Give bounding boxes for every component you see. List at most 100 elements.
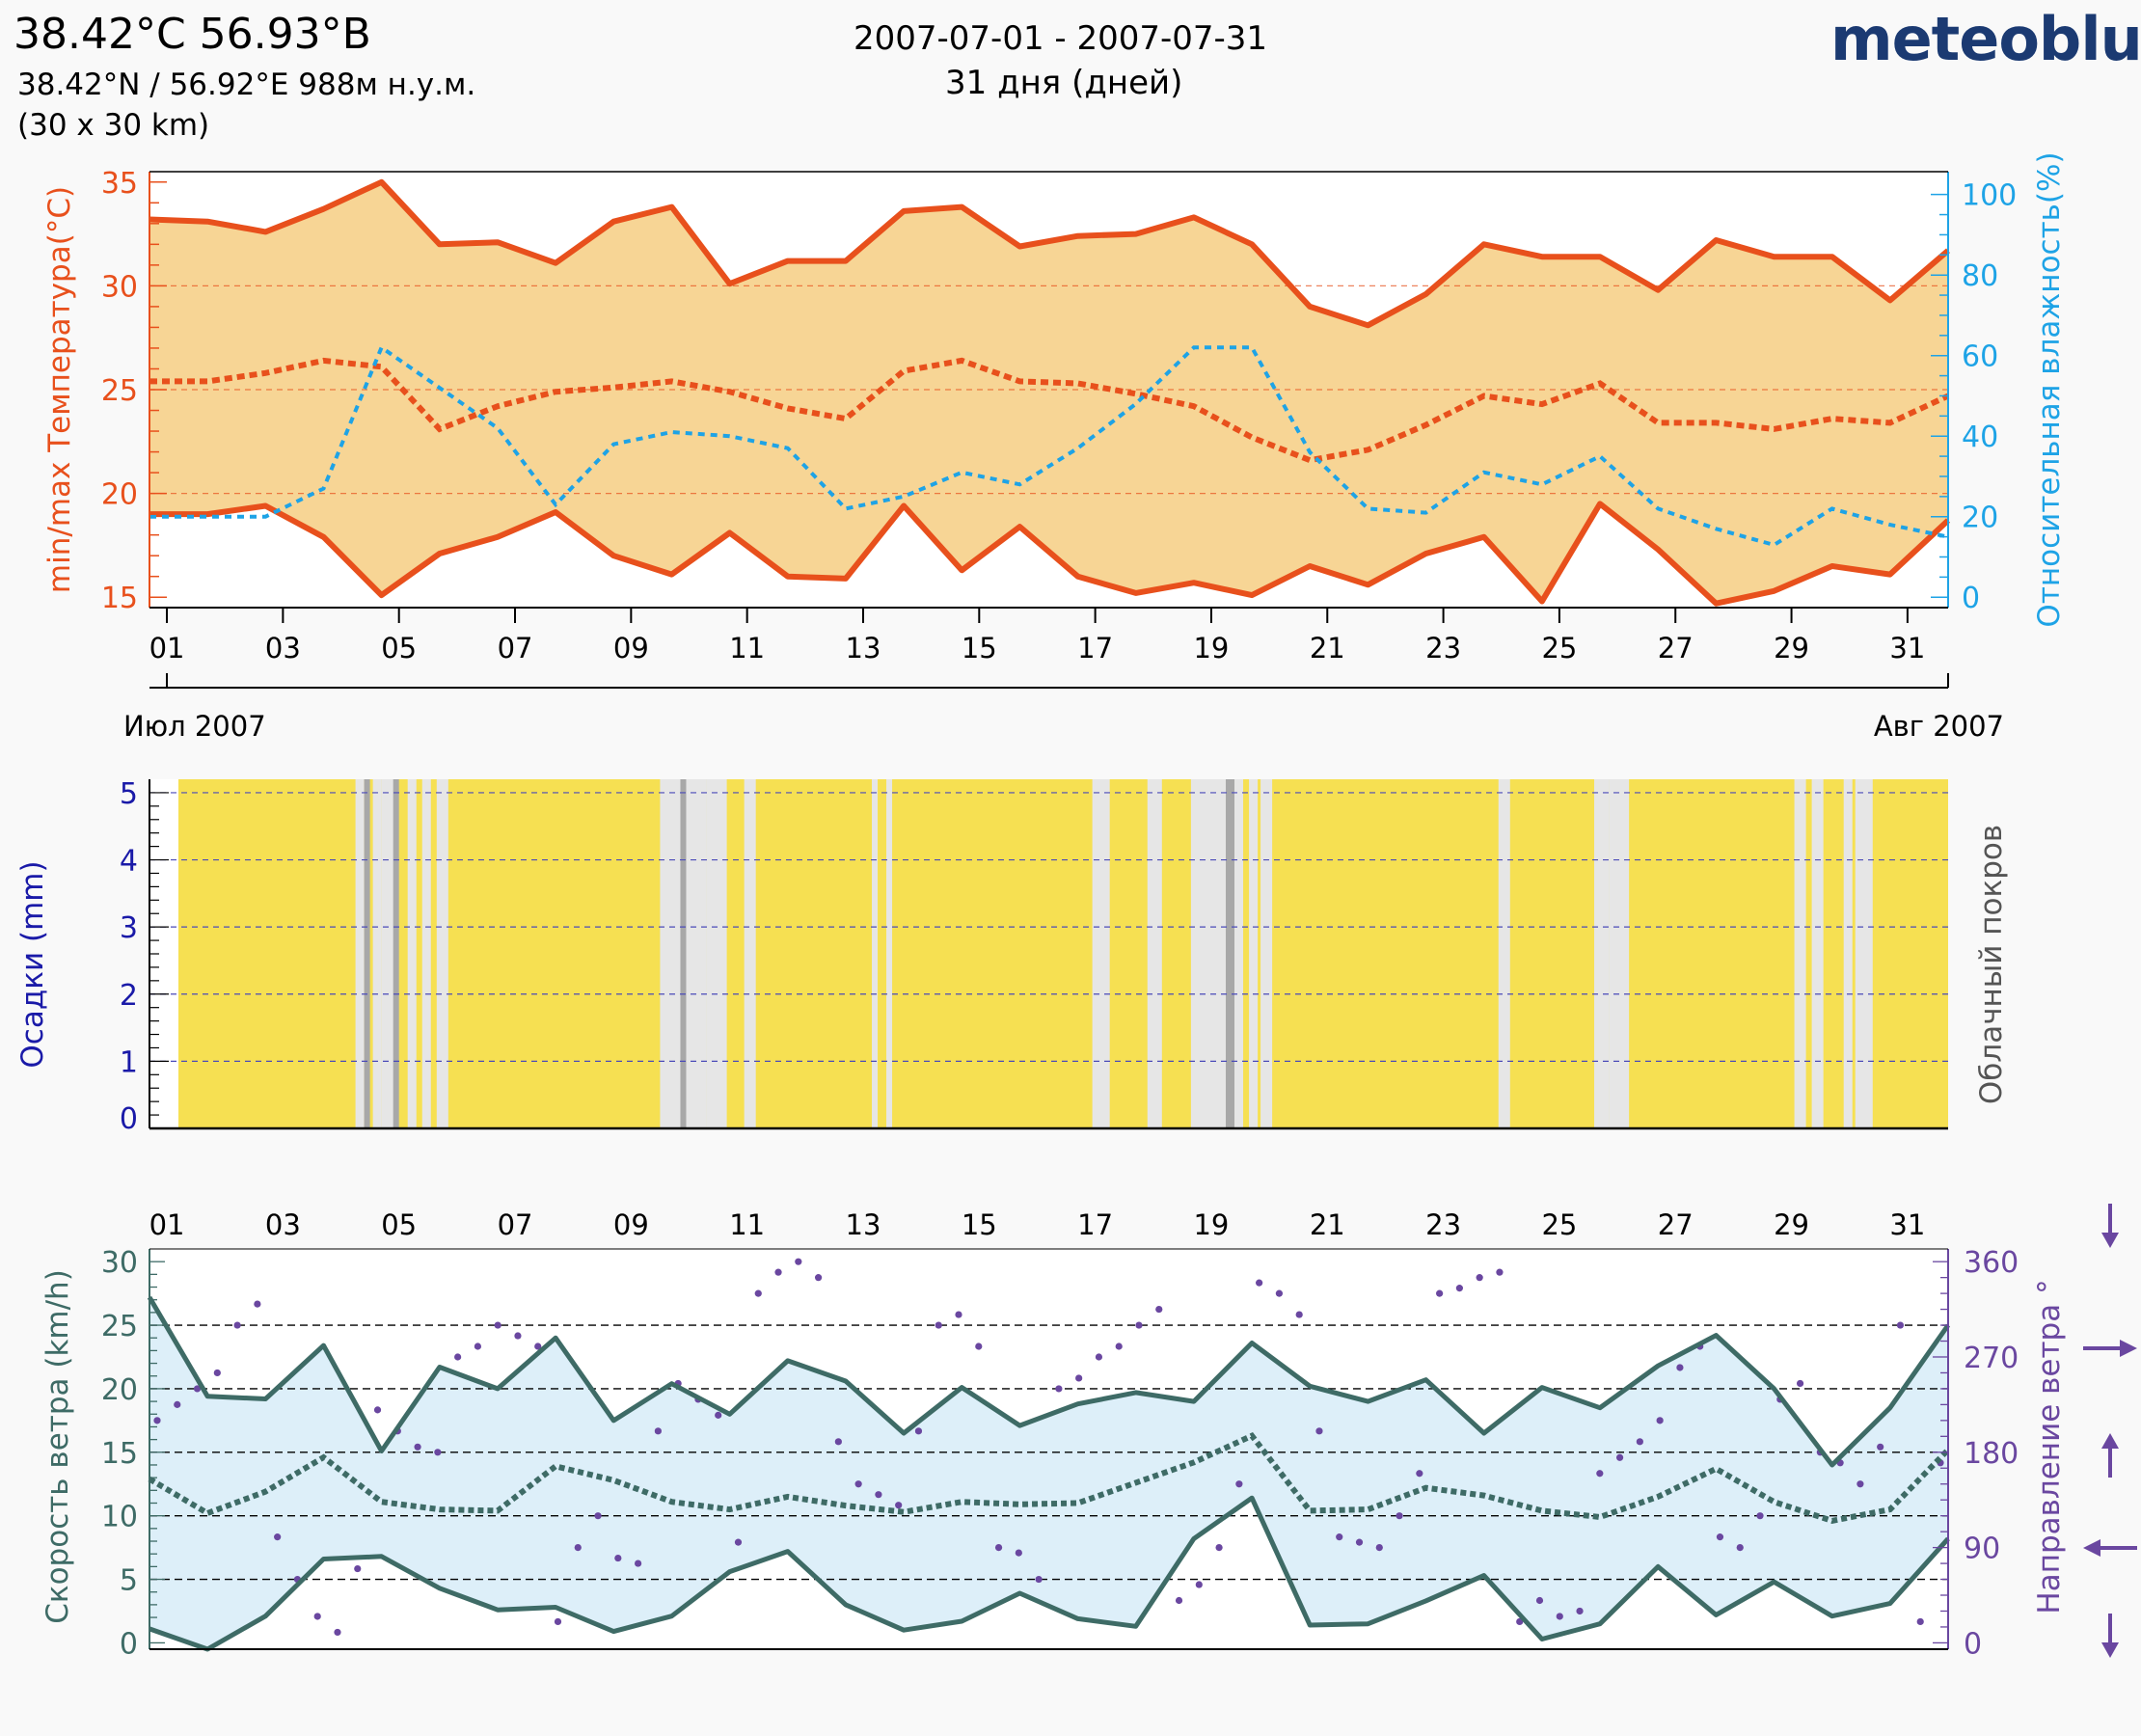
wind-direction-point: [1476, 1274, 1483, 1282]
wind-direction-point: [1195, 1581, 1203, 1588]
wind-direction-point: [715, 1411, 722, 1419]
day-tick-label: 27: [1658, 632, 1694, 665]
wind-day-tick-label: 25: [1541, 1208, 1577, 1241]
wind-direction-point: [1556, 1613, 1563, 1620]
wind-day-tick-label: 31: [1889, 1208, 1925, 1241]
wind-direction-point: [174, 1400, 181, 1408]
wind-direction-point: [1295, 1311, 1303, 1318]
wind-direction-point: [233, 1321, 241, 1329]
wind-direction-point: [1075, 1374, 1083, 1382]
max-wind-line: [147, 1295, 1951, 1468]
precip-axis-title: Осадки (mm): [15, 860, 50, 1068]
wind-direction-arrow-icon: [2101, 1614, 2119, 1658]
cloud-cover-band: [744, 779, 756, 1128]
wind-direction-point: [414, 1443, 421, 1451]
day-tick-label: 25: [1541, 632, 1577, 665]
meteoblue-logo[interactable]: meteoblue: [1830, 4, 2141, 74]
wind-direction-point: [1375, 1544, 1383, 1552]
wind-direction-point: [434, 1449, 442, 1456]
humidity-tick-label: 0: [1962, 582, 1980, 615]
cloud-cover-band: [1811, 779, 1824, 1128]
temperature-axis-title: min/max Температура(°C): [42, 186, 77, 593]
wind-direction-tick-label: 270: [1964, 1342, 2019, 1375]
wind-direction-point: [1877, 1443, 1884, 1451]
wind-day-tick-label: 07: [498, 1208, 533, 1241]
wind-direction-arrow-icon: [2101, 1433, 2119, 1478]
cloud-cover-band: [393, 779, 399, 1128]
wind-direction-point: [474, 1343, 482, 1350]
wind-direction-point: [814, 1274, 823, 1282]
wind-day-tick-label: 27: [1658, 1208, 1694, 1241]
wind-direction-arrow-icon: [2101, 1204, 2119, 1248]
wind-direction-point: [1015, 1549, 1022, 1557]
cloud-cover-band: [680, 779, 687, 1128]
day-tick-label: 11: [729, 632, 765, 665]
wind-speed-tick-label: 30: [101, 1246, 138, 1280]
humidity-tick-label: 100: [1962, 179, 2017, 213]
precip-tick-label: 4: [120, 845, 138, 879]
day-count: 31 дня (дней): [945, 64, 1183, 102]
wind-direction-point: [574, 1544, 582, 1552]
wind-direction-point: [534, 1343, 542, 1350]
grid-resolution: (30 x 30 km): [17, 108, 210, 143]
cloud-cover-band: [1843, 779, 1853, 1128]
month-label-start: Июл 2007: [123, 710, 266, 743]
month-label-end: Авг 2007: [1874, 710, 2004, 743]
wind-direction-tick-label: 0: [1964, 1627, 1982, 1661]
wind-direction-tick-label: 360: [1964, 1246, 2019, 1280]
precip-tick-label: 3: [120, 911, 138, 945]
wind-speed-tick-label: 15: [101, 1437, 138, 1471]
wind-direction-point: [1315, 1427, 1323, 1435]
wind-direction-point: [193, 1385, 202, 1393]
wind-direction-point: [614, 1554, 622, 1562]
wind-direction-point: [935, 1321, 942, 1329]
temperature-tick-label: 15: [101, 582, 138, 615]
wind-direction-point: [1095, 1353, 1103, 1361]
cloud-cover-band: [706, 779, 727, 1128]
wind-direction-point: [153, 1417, 161, 1424]
coordinates-elevation: 38.42°N / 56.92°E 988м н.у.м.: [17, 68, 476, 102]
wind-direction-point: [1275, 1289, 1284, 1297]
cloud-cover-band: [1092, 779, 1110, 1128]
wind-day-tick-label: 11: [729, 1208, 765, 1241]
wind-direction-point: [1716, 1533, 1724, 1541]
day-tick-label: 07: [498, 632, 533, 665]
wind-direction-point: [975, 1343, 983, 1350]
day-tick-label: 17: [1077, 632, 1113, 665]
wind-direction-point: [1656, 1417, 1664, 1424]
cloud-cover-band: [381, 779, 396, 1128]
wind-day-tick-label: 19: [1193, 1208, 1229, 1241]
wind-direction-point: [1636, 1438, 1643, 1446]
wind-day-tick-label: 15: [962, 1208, 997, 1241]
wind-direction-point: [1916, 1617, 1924, 1626]
precip-tick-label: 5: [120, 777, 138, 811]
wind-direction-point: [734, 1538, 743, 1546]
wind-direction-point: [834, 1438, 842, 1446]
day-tick-label: 01: [149, 632, 185, 665]
day-tick-label: 23: [1425, 632, 1461, 665]
wind-day-tick-label: 13: [846, 1208, 881, 1241]
temperature-tick-label: 20: [101, 478, 138, 512]
cloud-cover-band: [1249, 779, 1259, 1128]
day-tick-label: 05: [381, 632, 417, 665]
wind-direction-point: [1135, 1321, 1143, 1329]
cloud-cover-band: [1190, 779, 1226, 1128]
wind-direction-point: [1155, 1305, 1163, 1314]
cloud-cover-band: [1498, 779, 1510, 1128]
arrow-head: [2101, 1433, 2119, 1449]
wind-direction-point: [1856, 1480, 1864, 1488]
temperature-range-band: [149, 181, 1948, 604]
cloud-cover-band: [1260, 779, 1273, 1128]
wind-direction-point: [1355, 1538, 1364, 1546]
wind-direction-point: [1035, 1575, 1043, 1584]
wind-direction-point: [373, 1406, 382, 1414]
wind-direction-point: [1416, 1470, 1423, 1478]
wind-direction-point: [514, 1332, 522, 1340]
day-tick-label: 09: [613, 632, 649, 665]
wind-day-tick-label: 23: [1425, 1208, 1461, 1241]
wind-day-tick-label: 17: [1077, 1208, 1113, 1241]
day-tick-label: 19: [1193, 632, 1229, 665]
wind-direction-point: [494, 1321, 501, 1329]
wind-direction-point: [754, 1289, 762, 1297]
